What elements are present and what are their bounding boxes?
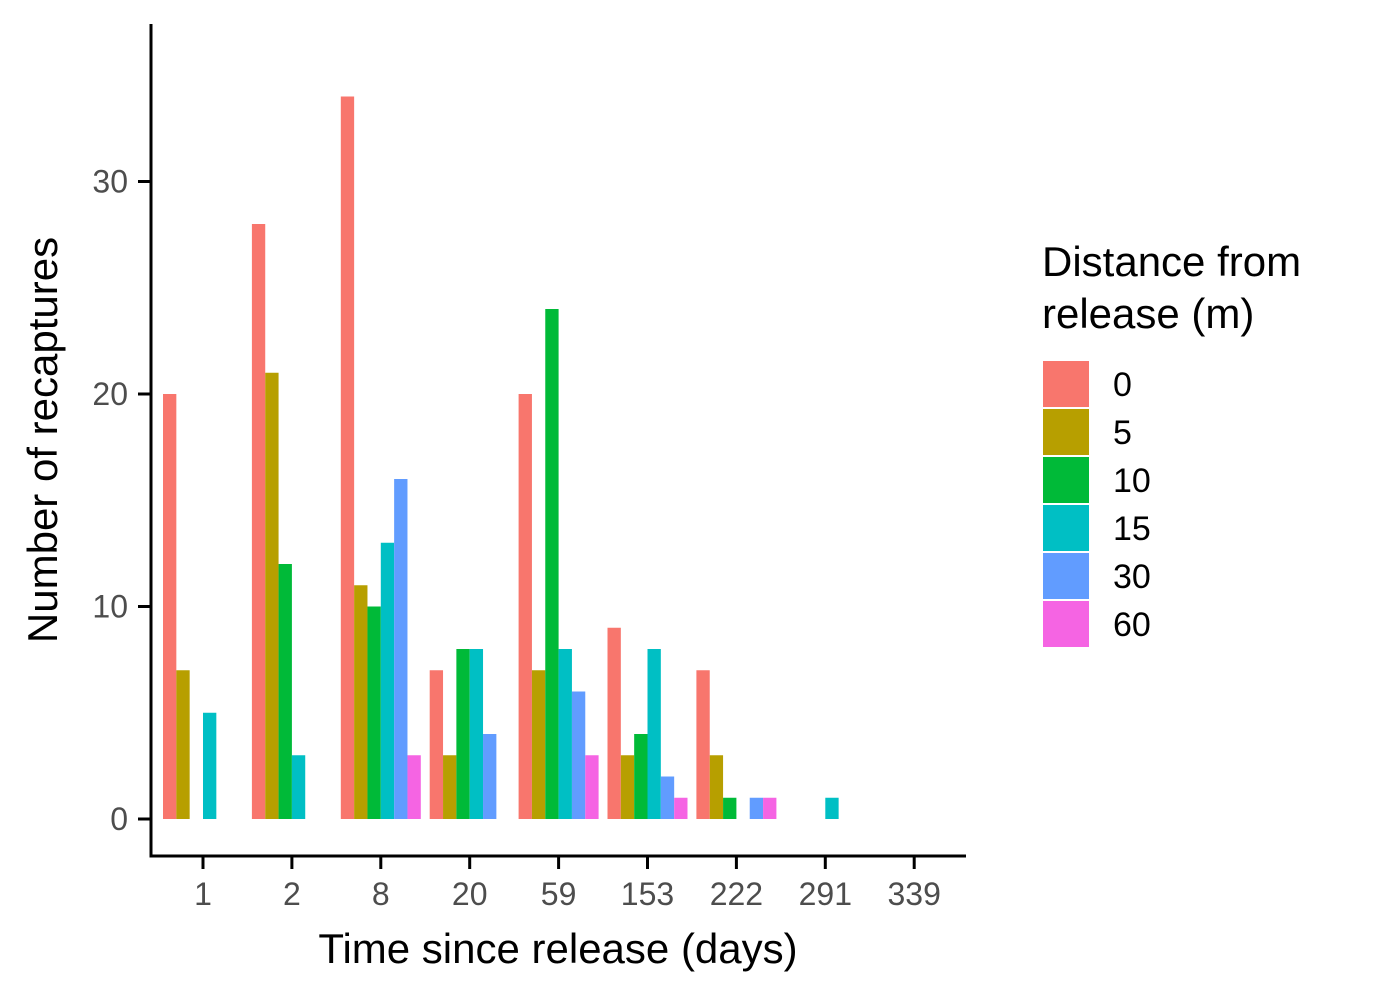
- bar-291-series-15: [825, 797, 839, 819]
- bar-2-series-15: [291, 755, 306, 819]
- y-tick-label: 10: [92, 589, 128, 625]
- bar-20-series-5: [443, 755, 457, 819]
- bar-8-series-10: [367, 606, 381, 819]
- legend-key-5: [1043, 409, 1089, 455]
- legend-label-15: 15: [1113, 510, 1151, 548]
- bar-1-series-0: [163, 394, 177, 819]
- bar-59-series-60: [585, 755, 599, 819]
- bar-8-series-15: [380, 542, 395, 819]
- y-tick-label: 0: [110, 801, 128, 837]
- bar-1-series-5: [176, 670, 190, 819]
- bar-20-series-10: [456, 649, 470, 819]
- legend-key-15: [1043, 505, 1089, 551]
- bar-2-series-0: [251, 224, 266, 819]
- bar-153-series-15: [647, 649, 661, 819]
- legend-key-0: [1043, 361, 1089, 407]
- legend-items: 0 5 10 15 30 60: [1043, 361, 1151, 647]
- y-ticks-group: 0 10 20 30: [92, 164, 151, 837]
- legend-label-0: 0: [1113, 366, 1132, 404]
- x-ticks-group: 1 2 8 20 59 153 222 291 339: [194, 856, 941, 912]
- legend-label-30: 30: [1113, 558, 1151, 596]
- bar-20-series-15: [469, 649, 484, 819]
- bar-1-series-15: [203, 712, 217, 819]
- y-tick-label: 30: [92, 164, 128, 200]
- bar-59-series-5: [531, 670, 546, 819]
- bar-8-series-60: [407, 755, 421, 819]
- bars-group: [163, 96, 839, 819]
- bar-153-series-10: [634, 734, 648, 819]
- legend: Distance from release (m) 0 5 10 15 30 60: [1042, 238, 1301, 647]
- bar-59-series-30: [571, 691, 586, 819]
- legend-label-60: 60: [1113, 606, 1151, 644]
- legend-key-30: [1043, 553, 1089, 599]
- x-tick-label: 291: [799, 876, 852, 912]
- x-tick-label: 1: [194, 876, 212, 912]
- legend-key-10: [1043, 457, 1089, 503]
- x-tick-label: 20: [452, 876, 488, 912]
- bar-153-series-30: [660, 776, 675, 819]
- bar-8-series-0: [340, 96, 355, 819]
- legend-label-5: 5: [1113, 414, 1132, 452]
- bar-8-series-5: [354, 585, 368, 819]
- x-axis-title: Time since release (days): [318, 925, 797, 972]
- bar-222-series-0: [696, 670, 710, 819]
- bar-222-series-10: [723, 797, 737, 819]
- bar-2-series-10: [278, 564, 292, 819]
- x-tick-label: 222: [710, 876, 763, 912]
- y-tick-label: 20: [92, 376, 128, 412]
- bar-59-series-15: [558, 649, 572, 819]
- bar-20-series-30: [483, 734, 497, 819]
- bar-153-series-0: [607, 627, 621, 819]
- x-tick-label: 2: [283, 876, 301, 912]
- y-axis-title: Number of recaptures: [19, 237, 66, 643]
- legend-title-line-2: release (m): [1042, 290, 1254, 337]
- bar-59-series-10: [545, 309, 559, 819]
- legend-key-60: [1043, 601, 1089, 647]
- bar-20-series-0: [429, 670, 444, 819]
- bar-2-series-5: [265, 372, 279, 819]
- x-tick-label: 153: [621, 876, 674, 912]
- bar-222-series-30: [749, 797, 764, 819]
- legend-title-line-1: Distance from: [1042, 238, 1301, 285]
- x-tick-label: 8: [372, 876, 390, 912]
- bar-222-series-60: [763, 797, 777, 819]
- bar-153-series-60: [674, 797, 688, 819]
- bar-222-series-5: [709, 755, 724, 819]
- x-tick-label: 59: [541, 876, 577, 912]
- bar-59-series-0: [518, 394, 532, 819]
- x-tick-label: 339: [888, 876, 941, 912]
- bar-153-series-5: [620, 755, 635, 819]
- bar-8-series-30: [394, 479, 408, 819]
- legend-label-10: 10: [1113, 462, 1151, 500]
